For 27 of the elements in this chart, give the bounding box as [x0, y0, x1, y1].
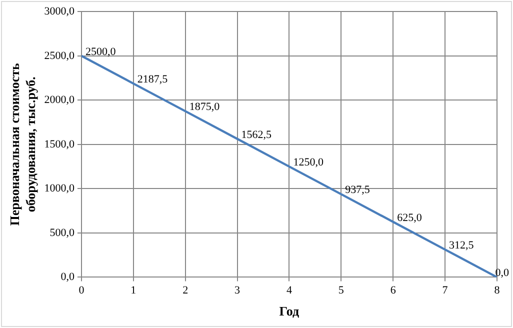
- x-axis-title: Год: [279, 304, 300, 319]
- data-label: 2500,0: [85, 46, 116, 58]
- y-tick-label: 1500,0: [44, 138, 75, 150]
- x-tick-label: 5: [338, 284, 344, 297]
- y-tick-label: 0,0: [60, 271, 75, 284]
- x-tick-label: 0: [78, 284, 85, 297]
- y-axis-title: Первоначальная стоимость оборудования, тыс.руб.: [7, 62, 38, 226]
- x-tick-label: 6: [390, 284, 396, 297]
- data-label: 1562,5: [241, 128, 272, 141]
- y-tick-label: 2500,0: [44, 50, 75, 62]
- x-tick-label: 8: [494, 284, 500, 297]
- y-tick-label: 500,0: [50, 226, 75, 239]
- data-label: 2187,5: [137, 73, 168, 86]
- data-label: 0,0: [495, 267, 510, 280]
- x-tick-label: 2: [182, 284, 188, 297]
- y-tick-label: 2000,0: [44, 94, 75, 106]
- data-label: 1250,0: [293, 156, 324, 168]
- data-label: 1875,0: [189, 101, 220, 114]
- y-tick-label: 3000,0: [44, 5, 75, 18]
- y-tick-label: 1000,0: [44, 182, 75, 195]
- data-label: 937,5: [345, 184, 370, 196]
- x-tick-label: 4: [286, 284, 292, 297]
- x-tick-label: 1: [130, 284, 136, 297]
- x-tick-label: 7: [442, 284, 448, 297]
- data-label: 625,0: [397, 212, 422, 224]
- x-tick-label: 3: [234, 284, 241, 297]
- data-label: 312,5: [449, 239, 474, 252]
